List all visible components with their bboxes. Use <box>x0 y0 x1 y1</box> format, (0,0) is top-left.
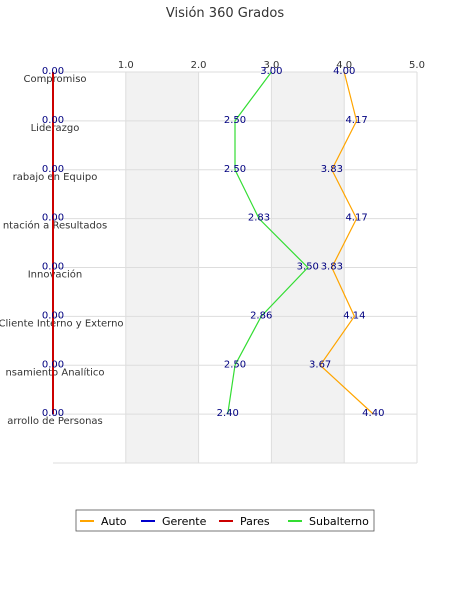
data-label: 2.83 <box>248 213 270 224</box>
data-label: 2.50 <box>224 115 246 126</box>
chart-title: Visión 360 Grados <box>166 6 284 21</box>
legend-label-pares: Pares <box>240 515 270 528</box>
legend-label-gerente: Gerente <box>162 515 207 528</box>
x-tick-label: 2.0 <box>191 60 207 71</box>
data-label: 2.50 <box>224 359 246 370</box>
legend-label-auto: Auto <box>101 515 127 528</box>
data-label: 0.00 <box>42 359 64 370</box>
legend: Auto Gerente Pares Subalterno <box>76 510 374 531</box>
data-label: 0.00 <box>42 408 64 419</box>
data-label: 0.00 <box>42 310 64 321</box>
data-label: 3.00 <box>260 66 282 77</box>
data-label: 2.40 <box>217 408 239 419</box>
data-label: 2.86 <box>250 310 272 321</box>
data-label: 3.67 <box>309 359 331 370</box>
data-label: 0.00 <box>42 164 64 175</box>
data-label: 4.17 <box>345 213 367 224</box>
data-label: 3.83 <box>321 164 343 175</box>
data-label: 4.14 <box>343 310 365 321</box>
data-label: 0.00 <box>42 262 64 273</box>
data-label: 0.00 <box>42 213 64 224</box>
data-label: 2.50 <box>224 164 246 175</box>
x-tick-label: 1.0 <box>118 60 134 71</box>
data-label: 4.40 <box>362 408 384 419</box>
data-label: 4.17 <box>345 115 367 126</box>
data-label: 3.83 <box>321 262 343 273</box>
legend-label-subalterno: Subalterno <box>309 515 369 528</box>
data-label: 4.00 <box>333 66 355 77</box>
data-label: 0.00 <box>42 115 64 126</box>
x-tick-label: 5.0 <box>409 60 425 71</box>
data-label: 0.00 <box>42 66 64 77</box>
data-label: 3.50 <box>297 262 319 273</box>
